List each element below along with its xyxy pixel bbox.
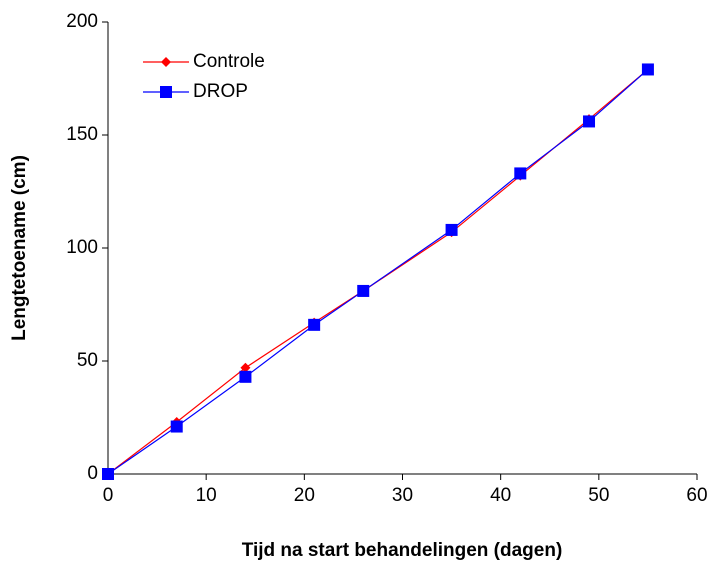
legend-label: Controle [193, 51, 265, 72]
x-tick-label: 60 [686, 485, 707, 506]
y-tick-label: 200 [66, 11, 98, 32]
series-line [107, 69, 649, 475]
data-point [102, 468, 114, 480]
y-axis-label: Lengtetoename (cm) [9, 155, 30, 341]
y-tick-label: 150 [66, 124, 98, 145]
data-point [583, 115, 596, 128]
data-point [170, 420, 183, 433]
data-point [641, 63, 654, 76]
data-point [445, 223, 458, 236]
data-point [308, 318, 321, 331]
data-point [357, 284, 370, 297]
x-axis-label: Tijd na start behandelingen (dagen) [242, 540, 563, 561]
legend-label: DROP [193, 81, 248, 102]
series-line [107, 69, 649, 475]
data-point [514, 167, 527, 180]
x-tick-label: 50 [588, 485, 609, 506]
data-point [239, 370, 252, 383]
legend-marker [161, 57, 171, 67]
x-tick-label: 40 [490, 485, 511, 506]
legend-marker [160, 86, 172, 98]
x-tick-label: 30 [392, 485, 413, 506]
y-tick-label: 100 [66, 237, 98, 258]
y-tick-label: 50 [77, 350, 98, 371]
y-tick-label: 0 [87, 463, 98, 484]
x-tick-label: 20 [294, 485, 315, 506]
data-point [240, 362, 251, 373]
x-tick-label: 10 [196, 485, 217, 506]
x-tick-label: 0 [103, 485, 114, 506]
